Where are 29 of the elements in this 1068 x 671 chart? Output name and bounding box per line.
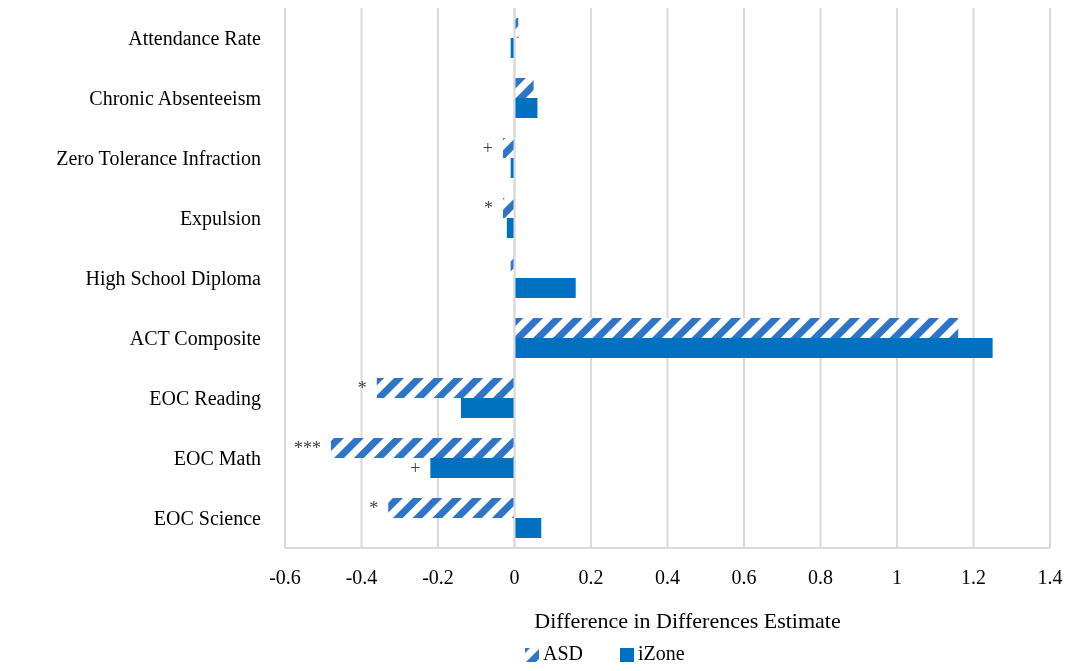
x-axis-title: Difference in Differences Estimate: [534, 608, 841, 633]
y-tick-label: EOC Math: [173, 447, 261, 469]
annotation: +: [482, 138, 494, 159]
y-tick-label: EOC Science: [153, 507, 262, 529]
x-tick-label: 1.2: [961, 566, 986, 588]
y-tick-label: Zero Tolerance Infraction: [56, 147, 261, 169]
x-tick-label: -0.6: [269, 566, 301, 588]
y-tick-label: Expulsion: [179, 207, 261, 230]
annotation: *: [357, 378, 367, 399]
y-tick-label: High School Diploma: [85, 267, 262, 290]
x-tick-label: 0.6: [731, 566, 757, 588]
x-tick-label: 0.2: [578, 566, 604, 588]
annotation: +: [410, 458, 421, 479]
annotation: *: [369, 498, 379, 519]
y-tick-label: ACT Composite: [129, 327, 262, 350]
annotation: *: [484, 198, 494, 219]
legend-label: iZone: [638, 642, 685, 664]
x-tick-label: -0.4: [345, 566, 378, 588]
x-tick-label: 0: [509, 566, 520, 588]
y-tick-label: Chronic Absenteeism: [89, 87, 262, 109]
x-tick-label: -0.2: [422, 566, 454, 588]
x-tick-label: 1: [892, 566, 902, 588]
y-tick-label: EOC Reading: [149, 387, 261, 410]
x-tick-label: 0.4: [655, 566, 680, 588]
y-tick-label: Attendance Rate: [128, 27, 262, 49]
legend-label: ASD: [543, 642, 584, 664]
x-tick-label: 1.4: [1037, 566, 1063, 588]
x-tick-label: 0.8: [808, 566, 833, 588]
annotation: ***: [293, 438, 321, 459]
